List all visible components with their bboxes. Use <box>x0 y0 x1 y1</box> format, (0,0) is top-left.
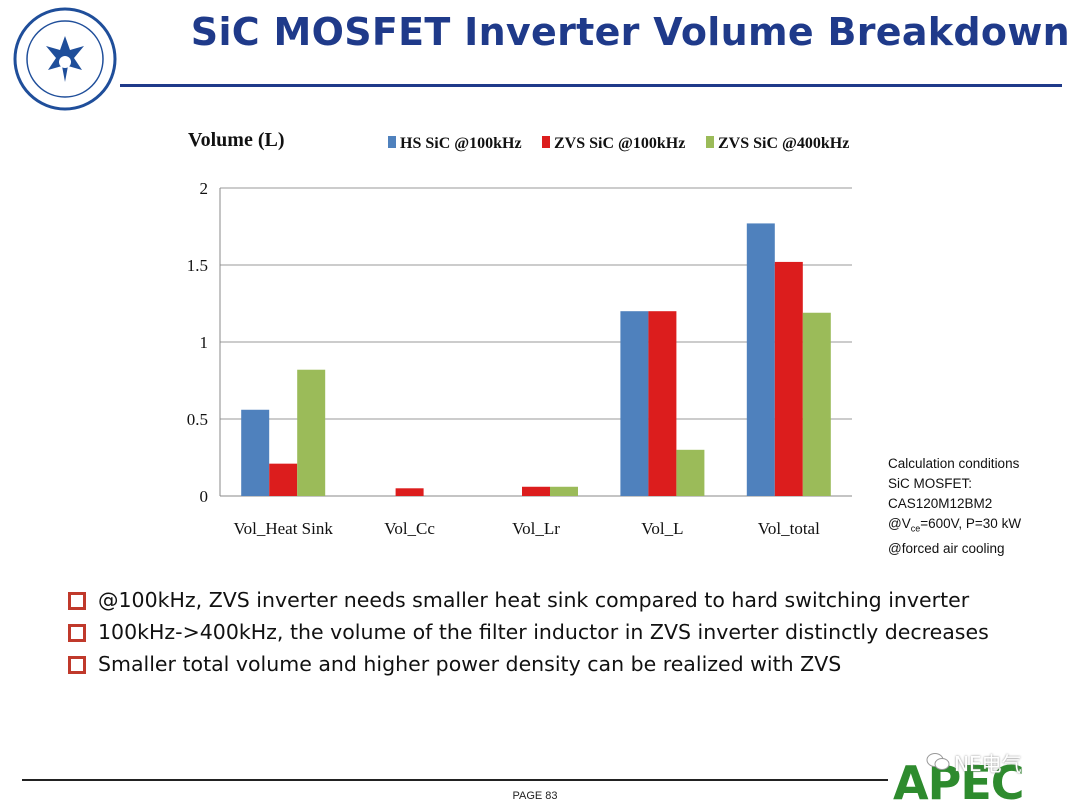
university-logo <box>13 7 117 111</box>
legend-swatch <box>542 136 550 148</box>
y-tick-label: 2 <box>200 179 209 198</box>
calculation-conditions: Calculation conditions SiC MOSFET: CAS12… <box>888 454 1078 559</box>
bar <box>676 449 705 496</box>
page-number: PAGE 83 <box>512 790 558 802</box>
bar <box>620 311 649 496</box>
legend-entry: HS SiC @100kHz <box>400 135 522 152</box>
x-category-label: Vol_Heat Sink <box>234 519 334 538</box>
bar <box>522 486 550 496</box>
bar <box>774 261 803 496</box>
x-axis-categories: Vol_Heat Sink Vol_Cc Vol_Lr Vol_L Vol_total <box>234 519 821 538</box>
legend-entry: ZVS SiC @400kHz <box>718 135 849 152</box>
bar <box>550 486 578 496</box>
conditions-cooling: @forced air cooling <box>888 540 1005 556</box>
bar <box>297 369 326 496</box>
wechat-watermark: NE电气 <box>954 752 1022 776</box>
bar <box>802 312 831 496</box>
bar <box>648 311 677 496</box>
y-axis-ticks: 0 0.5 1 1.5 2 <box>187 179 208 506</box>
bullet-square-icon <box>68 624 86 642</box>
apec-logo: APEC <box>893 756 1024 810</box>
y-tick-label: 1 <box>200 333 209 352</box>
y-tick-label: 0.5 <box>187 410 208 429</box>
x-category-label: Vol_L <box>641 519 683 538</box>
legend-swatch <box>706 136 714 148</box>
slide-title: SiC MOSFET Inverter Volume Breakdown <box>190 10 1070 54</box>
x-category-label: Vol_Lr <box>512 519 560 538</box>
bar <box>241 409 270 496</box>
wechat-icon <box>926 753 950 770</box>
bar <box>269 463 298 496</box>
conclusion-bullets: @100kHz, ZVS inverter needs smaller heat… <box>66 584 1066 680</box>
footer-divider <box>22 779 888 781</box>
bar <box>395 488 424 496</box>
x-category-label: Vol_total <box>758 519 820 538</box>
chart-gridlines <box>220 187 852 497</box>
chart-bars <box>241 223 831 497</box>
conditions-heading: Calculation conditions <box>888 456 1020 471</box>
y-tick-label: 1.5 <box>187 256 208 275</box>
conditions-device-label: SiC MOSFET: <box>888 476 973 491</box>
y-tick-label: 0 <box>200 487 209 506</box>
conditions-device-part: CAS120M12BM2 <box>888 496 993 511</box>
chart-legend: HS SiC @100kHz ZVS SiC @100kHz ZVS SiC @40… <box>388 135 849 152</box>
title-divider <box>120 84 1062 87</box>
bullet-item: @100kHz, ZVS inverter needs smaller heat… <box>66 584 1066 616</box>
legend-swatch <box>388 136 396 148</box>
bullet-square-icon <box>68 592 86 610</box>
bullet-item: Smaller total volume and higher power de… <box>66 648 1066 680</box>
conditions-voltage-power: @Vce=600V, P=30 kW <box>888 516 1022 534</box>
bar <box>746 223 775 497</box>
x-category-label: Vol_Cc <box>384 519 435 538</box>
bullet-item: 100kHz->400kHz, the volume of the filter… <box>66 616 1066 648</box>
legend-entry: ZVS SiC @100kHz <box>554 135 685 152</box>
y-axis-label: Volume (L) <box>188 129 284 151</box>
volume-bar-chart: Volume (L) HS SiC @100kHz ZVS SiC @100kHz… <box>187 129 852 538</box>
bullet-square-icon <box>68 656 86 674</box>
